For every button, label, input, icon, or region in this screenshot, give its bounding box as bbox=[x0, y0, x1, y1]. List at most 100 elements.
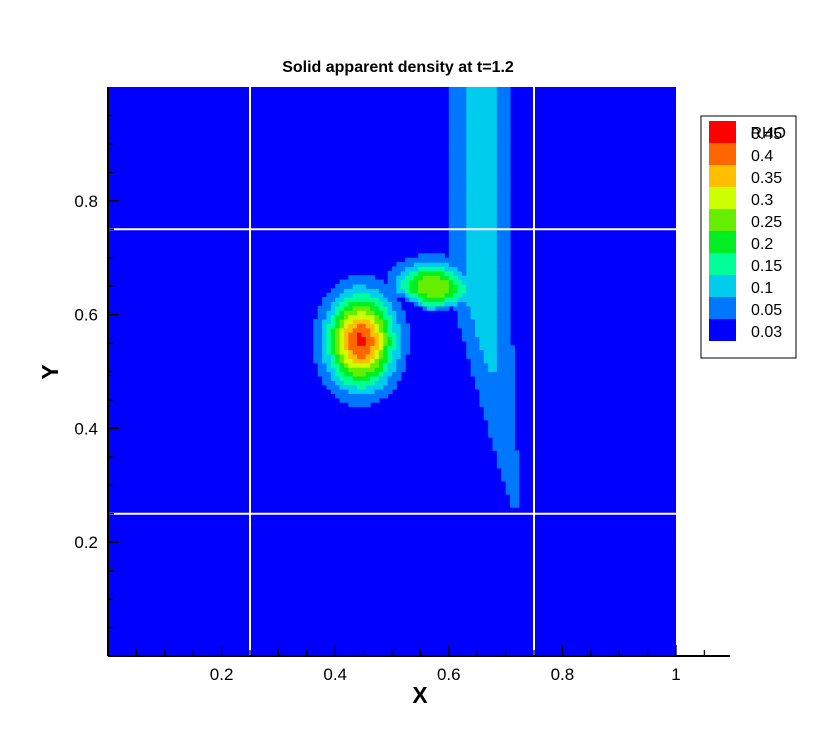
contour-cell bbox=[330, 371, 336, 377]
contour-cell bbox=[330, 336, 336, 342]
contour-cell bbox=[317, 353, 323, 359]
contour-cell bbox=[326, 340, 332, 346]
contour-cell bbox=[461, 257, 467, 263]
contour-cell bbox=[483, 367, 489, 373]
contour-cell bbox=[501, 323, 507, 329]
contour-cell bbox=[488, 424, 494, 429]
contour-cell bbox=[383, 310, 389, 316]
contour-cell bbox=[496, 424, 502, 429]
contour-cell bbox=[348, 353, 354, 359]
contour-cell bbox=[501, 292, 507, 298]
contour-cell bbox=[426, 253, 432, 259]
contour-cell bbox=[492, 367, 498, 373]
contour-cell bbox=[501, 231, 507, 237]
contour-cell bbox=[479, 235, 485, 241]
contour-cell bbox=[483, 310, 489, 316]
contour-cell bbox=[492, 297, 498, 303]
contour-cell bbox=[457, 318, 463, 324]
contour-cell bbox=[348, 305, 354, 311]
contour-cell bbox=[448, 275, 454, 281]
contour-cell bbox=[361, 340, 367, 346]
contour-cell bbox=[492, 196, 498, 202]
contour-cell bbox=[322, 336, 328, 342]
contour-cell bbox=[466, 244, 472, 250]
contour-cell bbox=[505, 424, 511, 429]
contour-cell bbox=[479, 240, 485, 246]
contour-cell bbox=[339, 353, 345, 359]
contour-cell bbox=[348, 310, 354, 316]
contour-cell bbox=[492, 183, 498, 189]
contour-cell bbox=[466, 152, 472, 158]
contour-cell bbox=[475, 165, 480, 171]
contour-cell bbox=[479, 187, 485, 193]
contour-cell bbox=[470, 178, 476, 184]
contour-cell bbox=[496, 283, 502, 289]
contour-cell bbox=[457, 297, 463, 303]
contour-cell bbox=[392, 345, 397, 351]
contour-cell bbox=[461, 336, 467, 342]
contour-cell bbox=[466, 205, 472, 211]
contour-cell bbox=[475, 117, 480, 123]
contour-cell bbox=[496, 205, 502, 211]
contour-cell bbox=[387, 314, 393, 320]
contour-cell bbox=[505, 406, 511, 412]
contour-cell bbox=[448, 192, 454, 198]
contour-fills bbox=[313, 87, 520, 508]
contour-cell bbox=[365, 327, 371, 333]
contour-cell bbox=[488, 428, 494, 434]
contour-cell bbox=[475, 384, 480, 390]
contour-cell bbox=[496, 459, 502, 465]
contour-cell bbox=[475, 209, 480, 215]
contour-cell bbox=[422, 253, 428, 259]
contour-cell bbox=[492, 135, 498, 141]
contour-cell bbox=[330, 345, 336, 351]
contour-cell bbox=[492, 336, 498, 342]
contour-cell bbox=[479, 200, 485, 206]
contour-cell bbox=[505, 305, 511, 311]
contour-cell bbox=[479, 353, 485, 359]
contour-cell bbox=[509, 349, 515, 355]
contour-cell bbox=[448, 87, 454, 92]
contour-cell bbox=[479, 95, 485, 101]
contour-cell bbox=[335, 314, 341, 320]
contour-cell bbox=[348, 332, 354, 338]
legend-label: 0.35 bbox=[751, 170, 782, 187]
contour-cell bbox=[505, 371, 511, 377]
contour-cell bbox=[492, 419, 498, 425]
contour-cell bbox=[483, 279, 489, 285]
contour-cell bbox=[479, 384, 485, 390]
contour-cell bbox=[361, 380, 367, 386]
contour-cell bbox=[400, 292, 406, 298]
contour-cell bbox=[470, 161, 476, 167]
contour-cell bbox=[365, 397, 371, 403]
contour-cell bbox=[488, 257, 494, 263]
contour-cell bbox=[426, 270, 432, 276]
contour-cell bbox=[448, 95, 454, 101]
contour-cell bbox=[400, 314, 406, 320]
contour-cell bbox=[431, 301, 437, 307]
contour-cell bbox=[392, 266, 397, 272]
contour-cell bbox=[496, 231, 502, 237]
contour-cell bbox=[326, 345, 332, 351]
contour-cell bbox=[343, 292, 349, 298]
contour-cell bbox=[448, 222, 454, 228]
contour-cell bbox=[501, 200, 507, 206]
contour-cell bbox=[383, 353, 389, 359]
contour-cell bbox=[475, 323, 480, 329]
contour-cell bbox=[470, 192, 476, 198]
contour-cell bbox=[453, 108, 459, 114]
x-tick-label: 0.8 bbox=[551, 665, 575, 684]
contour-cell bbox=[501, 152, 507, 158]
contour-cell bbox=[496, 305, 502, 311]
contour-cell bbox=[496, 244, 502, 250]
plot-area bbox=[108, 87, 676, 656]
contour-cell bbox=[365, 318, 371, 324]
contour-cell bbox=[426, 283, 432, 289]
contour-cell bbox=[479, 244, 485, 250]
contour-cell bbox=[313, 318, 319, 324]
contour-cell bbox=[444, 288, 450, 294]
contour-cell bbox=[501, 472, 507, 478]
contour-cell bbox=[370, 371, 376, 377]
contour-cell bbox=[488, 122, 494, 127]
contour-cell bbox=[396, 288, 402, 294]
